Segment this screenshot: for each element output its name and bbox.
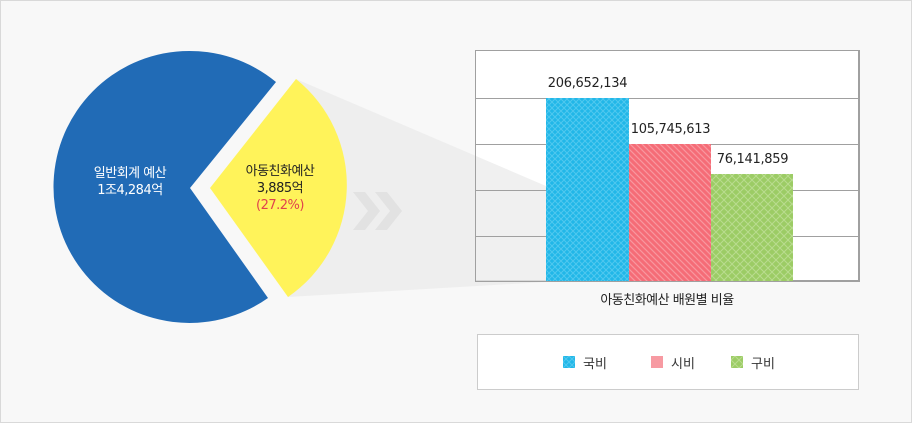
- legend-label-city: 시비: [671, 356, 695, 372]
- plot-border: [475, 50, 860, 282]
- double-chevron-right-icon: [353, 192, 402, 230]
- pie-general-budget-value: 1조4,284억: [97, 183, 163, 198]
- legend-item-district: 구비: [731, 354, 775, 372]
- projection-wedge: [288, 79, 546, 297]
- bar-district: [711, 174, 793, 281]
- pie-label-general-budget: 일반회계 예산 1조4,284억: [60, 165, 200, 199]
- pie-child-budget-title: 아동친화예산: [245, 164, 315, 179]
- pie-label-child-budget: 아동친화예산 3,885억 (27.2%): [225, 163, 335, 214]
- legend-item-city: 시비: [651, 354, 695, 372]
- legend-swatch-city: [651, 356, 663, 368]
- bar-value-district: 76,141,859: [716, 152, 789, 167]
- bar-national: [546, 98, 629, 281]
- bar-city: [629, 144, 711, 281]
- pie-slice-child-budget: [210, 79, 347, 297]
- legend-label-national: 국비: [583, 356, 607, 372]
- chart-legend: 국비 시비 구비: [477, 334, 859, 390]
- pie-child-budget-percent: (27.2%): [256, 198, 304, 213]
- legend-label-district: 구비: [751, 356, 775, 372]
- legend-item-national: 국비: [563, 354, 607, 372]
- bar-value-city: 105,745,613: [630, 122, 711, 137]
- pie-general-budget-title: 일반회계 예산: [93, 166, 167, 181]
- legend-swatch-national: [563, 356, 575, 368]
- bar-value-national: 206,652,134: [547, 76, 628, 91]
- legend-swatch-district: [731, 356, 743, 368]
- pie-child-budget-value: 3,885억: [256, 181, 304, 196]
- bar-chart-title: 아동친화예산 배원별 비율: [600, 293, 734, 308]
- pie-slice-general-budget: [53, 50, 276, 323]
